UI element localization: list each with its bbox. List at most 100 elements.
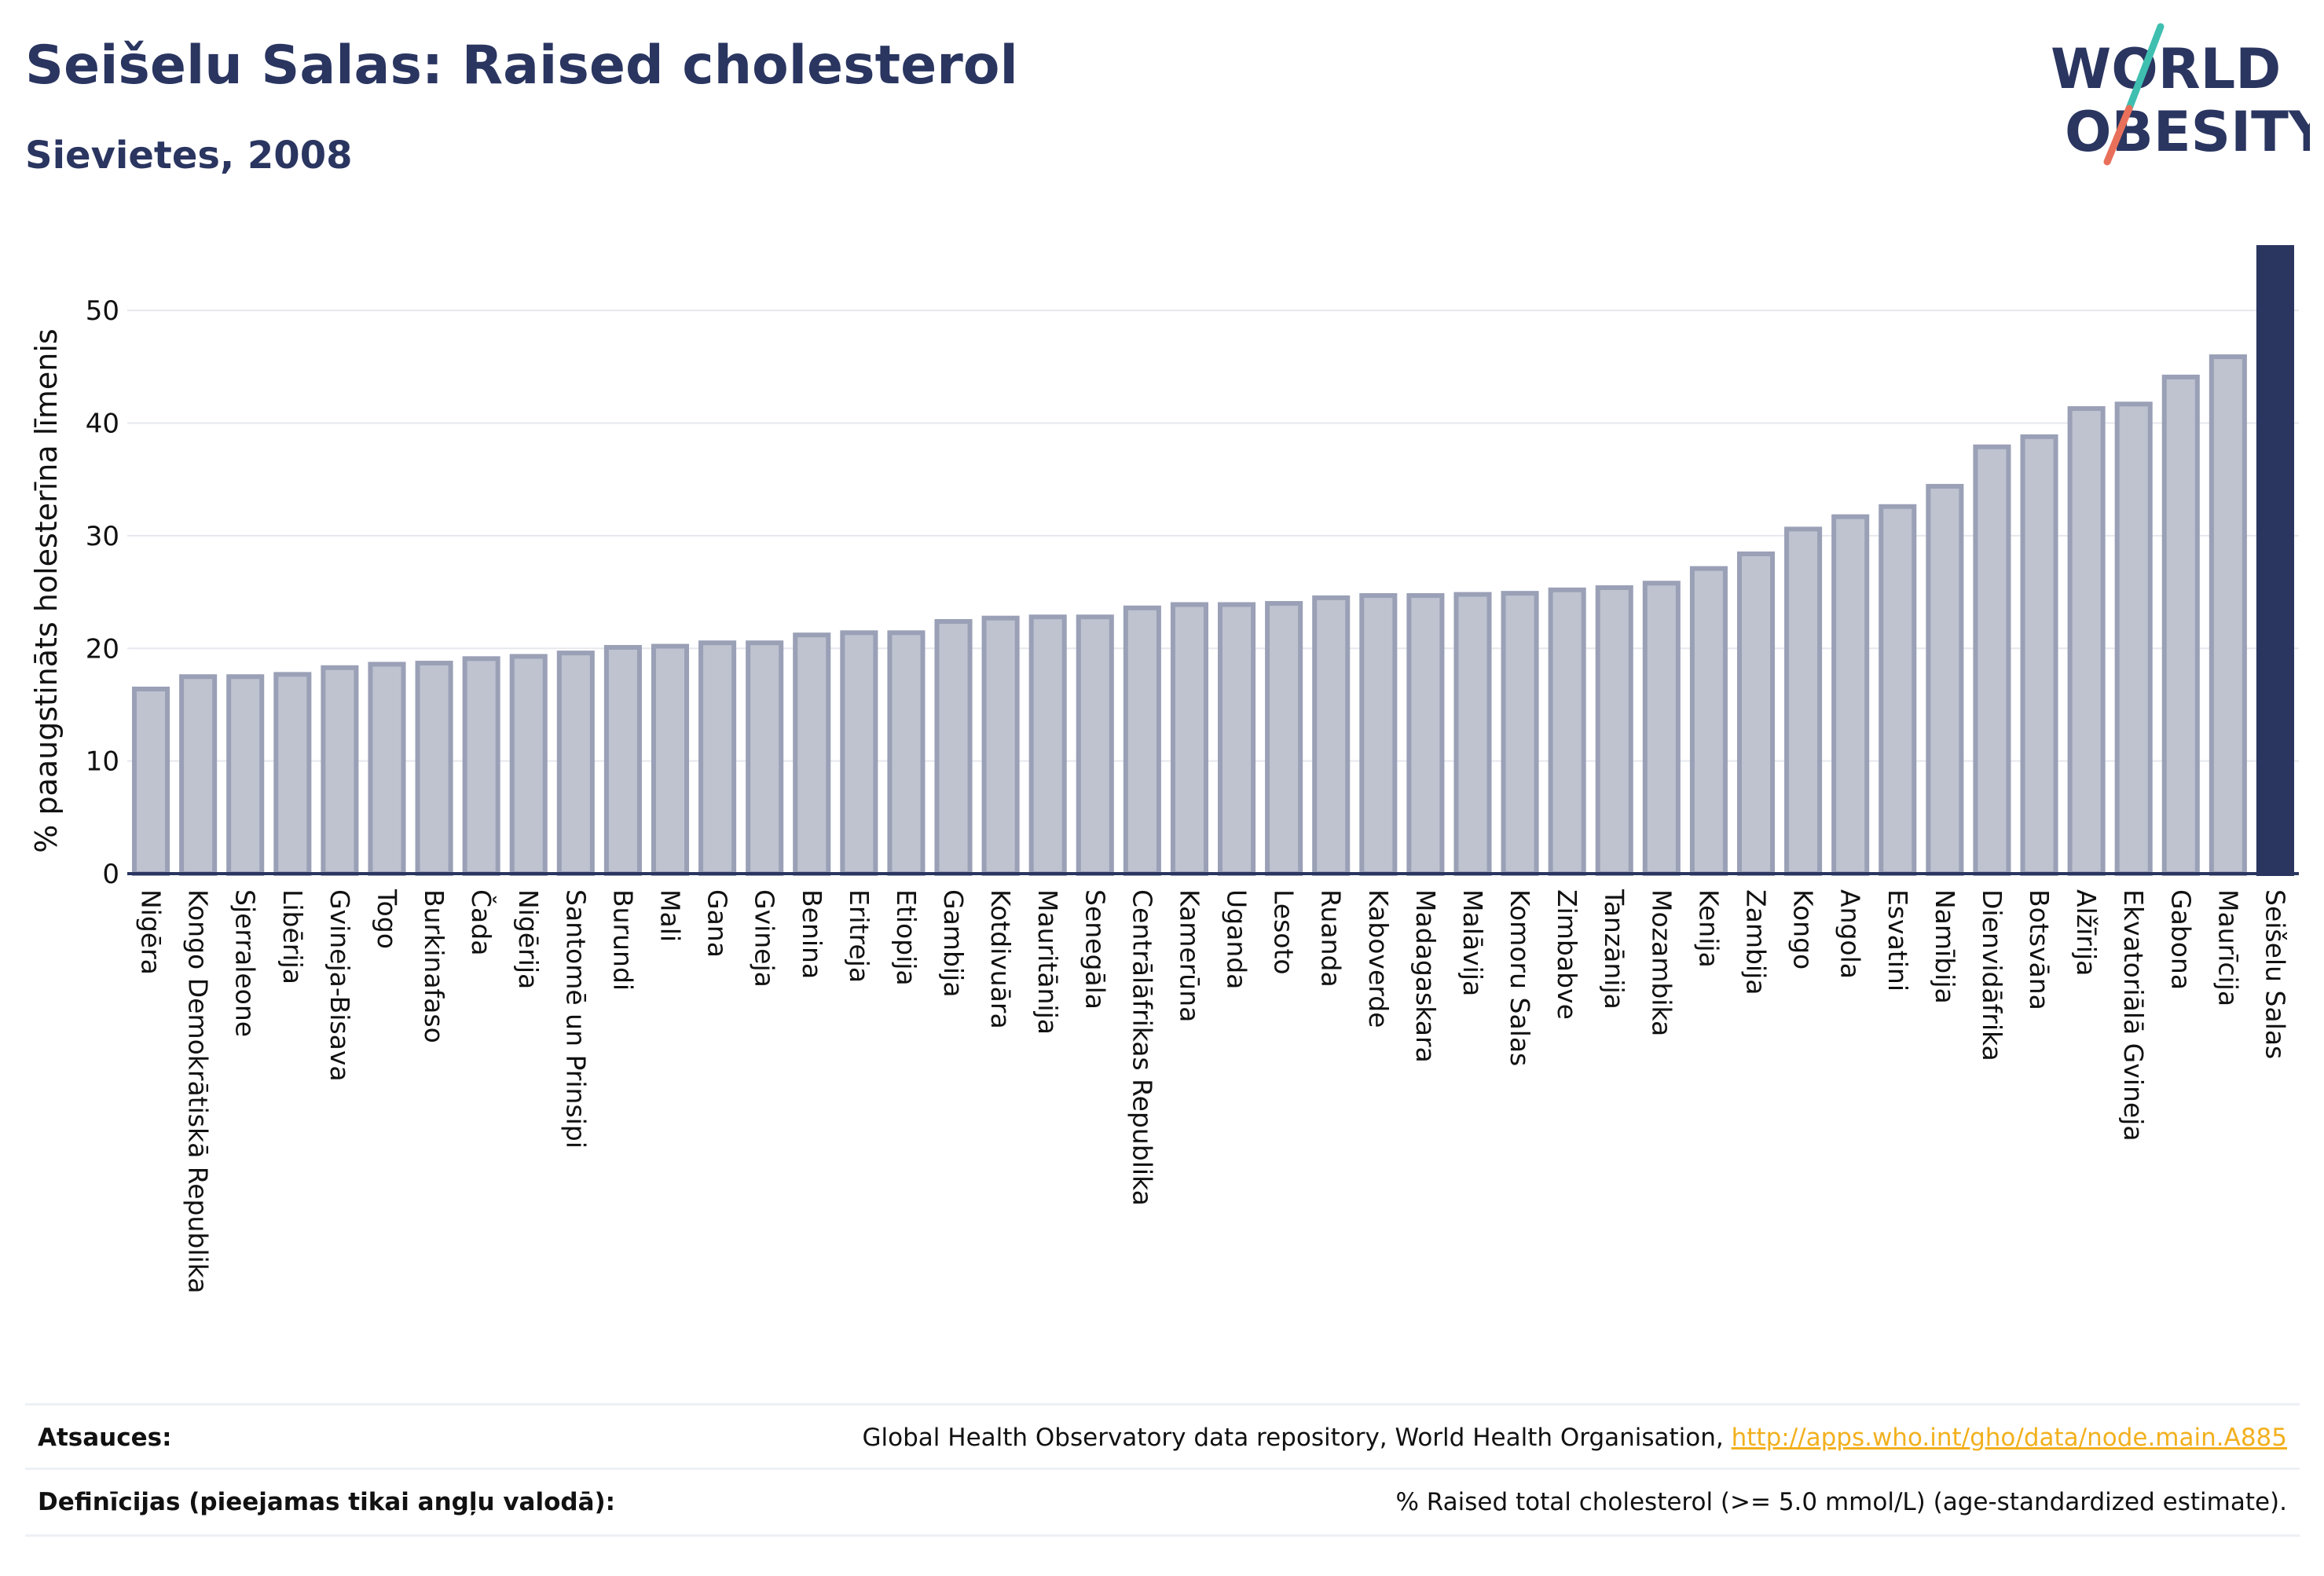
bar [132, 687, 170, 876]
bar [887, 630, 926, 876]
x-tick-label: Benina [797, 889, 827, 979]
sources-value: Global Health Observatory data repositor… [863, 1406, 2287, 1470]
x-tick-label: Kaboverde [1363, 889, 1394, 1028]
bar [1265, 601, 1303, 876]
x-tick-label: Alžīrija [2071, 889, 2102, 976]
bar [1501, 591, 1539, 876]
bar [2161, 374, 2200, 876]
x-tick-label: Dienvidāfrika [1977, 889, 2007, 1061]
bar [1312, 595, 1351, 876]
x-axis-tick-labels: Nigēra Kongo Demokrātiskā Republika Sjerra… [136, 889, 2291, 1293]
x-tick-label: Kotdivuāra [985, 889, 1016, 1029]
bar [179, 674, 218, 877]
page-subtitle: Sievietes, 2008 [25, 134, 353, 178]
x-tick-label: Kongo [1788, 889, 1819, 969]
sources-label: Atsauces: [38, 1424, 172, 1452]
x-tick-label: Burkinafaso [419, 889, 449, 1043]
logo-line2: OBESITY [2065, 100, 2310, 164]
bar [1218, 602, 1256, 876]
x-tick-label: Ekvatoriālā Gvineja [2118, 889, 2149, 1142]
bar [1170, 602, 1208, 876]
bar [793, 632, 831, 876]
bar [2067, 406, 2106, 876]
y-tick-label: 30 [86, 521, 119, 552]
bar [1453, 592, 1492, 877]
x-tick-label: Eritreja [844, 889, 874, 983]
logo-line1: WORLD [2051, 37, 2281, 101]
x-tick-label: Seišelu Salas [2260, 889, 2290, 1059]
x-tick-label: Tanzānija [1599, 889, 1629, 1010]
bar [509, 654, 548, 876]
bar [1689, 566, 1728, 877]
x-tick-label: Mozambika [1646, 889, 1677, 1036]
x-tick-label: Nigērija [513, 889, 544, 989]
bar [1831, 514, 1870, 876]
y-tick-label: 0 [102, 859, 119, 890]
bar [556, 651, 595, 876]
x-tick-label: Gvineja-Bisava [324, 889, 355, 1082]
bar [226, 674, 265, 877]
bar [462, 656, 500, 876]
x-tick-label: Burundi [607, 889, 638, 991]
y-axis-label: % paaugstināts holesterīna līmenis [29, 328, 64, 852]
bar [1879, 504, 1917, 876]
x-tick-label: Ruanda [1316, 889, 1347, 988]
x-tick-label: Botsvāna [2024, 889, 2055, 1010]
logo-slash-top [2125, 23, 2165, 112]
bar [1359, 593, 1398, 876]
x-tick-label: Gabona [2165, 889, 2196, 990]
sources-text: Global Health Observatory data repositor… [862, 1424, 1732, 1452]
sources-link[interactable]: http://apps.who.int/gho/data/node.main.A… [1731, 1424, 2287, 1452]
bar [1028, 614, 1067, 877]
x-tick-label: Togo [372, 889, 402, 949]
bar [1595, 585, 1633, 876]
x-tick-label: Uganda [1222, 889, 1252, 989]
y-tick-label: 10 [86, 746, 119, 778]
x-tick-label: Centrālāfrikas Republika [1127, 889, 1157, 1206]
x-tick-label: Lesoto [1269, 889, 1299, 975]
bar [1973, 444, 2011, 876]
bar [1548, 587, 1586, 876]
bar [2020, 434, 2058, 876]
world-obesity-logo: WORLD OBESITY [2051, 23, 2310, 166]
x-tick-label: Senegāla [1080, 889, 1110, 1010]
y-tick-label: 50 [86, 295, 119, 327]
x-tick-label: Nigēra [136, 889, 167, 975]
bar [840, 630, 878, 876]
x-tick-label: Sjerraleone [230, 889, 261, 1037]
bar [368, 662, 406, 876]
x-tick-label: Gvineja [750, 889, 780, 988]
bar [2209, 354, 2247, 876]
logo-slash-bottom [2103, 104, 2133, 166]
bar [1926, 483, 1964, 876]
bar [746, 640, 784, 877]
bar [2114, 401, 2153, 876]
x-tick-label: Čada [466, 889, 497, 955]
bar [273, 672, 312, 877]
bar [1736, 551, 1776, 876]
y-axis-tick-labels: 0 10 20 30 40 50 [86, 295, 119, 890]
y-tick-label: 20 [86, 633, 119, 665]
definitions-label: Definīcijas (pieejamas tikai angļu valod… [38, 1488, 616, 1516]
bar [603, 644, 642, 876]
bar [415, 661, 453, 877]
x-tick-label: Esvatini [1882, 889, 1913, 991]
bars [132, 245, 2294, 877]
bar [934, 618, 973, 876]
x-tick-label: Komoru Salas [1505, 889, 1535, 1066]
bar [1406, 593, 1445, 876]
x-tick-label: Angola [1835, 889, 1866, 979]
x-tick-label: Kongo Demokrātiskā Republika [183, 889, 214, 1293]
x-tick-label: Namībija [1930, 889, 1960, 1004]
bar [2256, 245, 2294, 876]
x-tick-label: Madagaskara [1410, 889, 1441, 1063]
x-tick-label: Libērija [277, 889, 308, 984]
bar [698, 640, 737, 877]
y-tick-label: 40 [86, 409, 119, 440]
x-tick-label: Zimbabve [1552, 889, 1582, 1020]
x-tick-label: Gana [702, 889, 733, 958]
bar [651, 643, 690, 876]
x-tick-label: Zambija [1741, 889, 1772, 995]
x-tick-label: Kenija [1693, 889, 1724, 968]
footer-definitions-row: Definīcijas (pieejamas tikai angļu valod… [25, 1468, 2300, 1537]
